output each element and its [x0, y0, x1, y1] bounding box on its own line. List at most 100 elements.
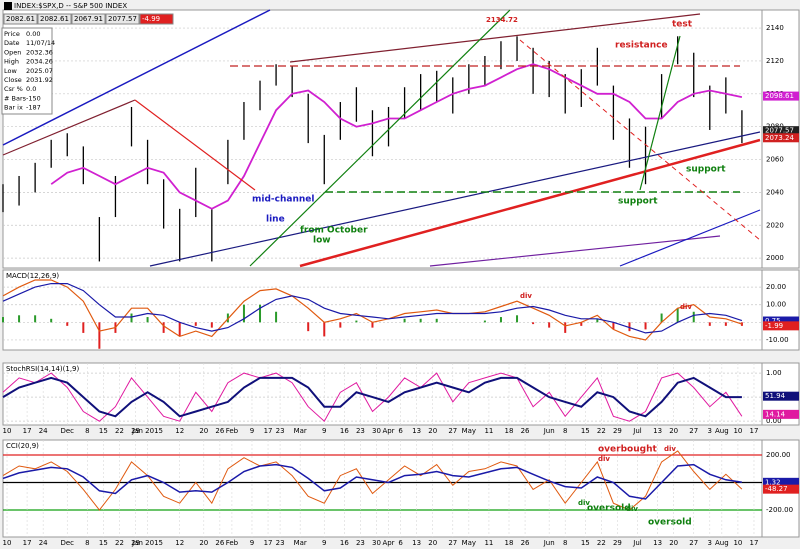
value-tag	[763, 409, 799, 419]
x-tick-label: Feb	[226, 427, 239, 435]
annotation: resistance	[615, 41, 668, 51]
histogram-bar	[644, 322, 647, 330]
x-tick-label: 15	[99, 539, 108, 547]
value-tag	[763, 391, 799, 401]
info-box: Price 0.00 Date 11/07/14 Open 2032.36 High 2034…	[1, 27, 55, 115]
info-label: High	[4, 58, 19, 66]
quote-header: 2082.61 2082.61 2067.91 2077.57 -4.99	[3, 2, 174, 25]
histogram-bar	[483, 320, 486, 323]
info-value: -187	[26, 104, 41, 112]
x-tick-label: 13	[412, 427, 421, 435]
info-value: 2025.07	[26, 67, 53, 75]
histogram-bar	[676, 308, 679, 323]
value-tag	[763, 126, 799, 136]
annotation: test	[672, 20, 693, 30]
y-tick-label: 0.00	[766, 417, 782, 425]
x-tick-label: 17	[23, 539, 32, 547]
panel: 20.0010.000.00-10.000.75-1.99MACD(12,26,…	[2, 269, 800, 351]
x-tick-label: 24	[39, 539, 48, 547]
trend-line	[134, 99, 256, 191]
value-tag	[763, 484, 799, 494]
x-tick-label: 29	[131, 539, 140, 547]
info-value: 0.00	[26, 30, 40, 38]
x-tick-label: 20	[428, 539, 437, 547]
x-tick-label: 27	[448, 539, 457, 547]
x-tick-label: 9	[322, 539, 326, 547]
y-tick-label: 2020	[766, 221, 784, 229]
x-tick-label: 17	[264, 539, 273, 547]
x-tick-label: 8	[85, 539, 89, 547]
y-tick-label: 200.00	[766, 451, 791, 459]
x-tick-label: 17	[750, 427, 759, 435]
histogram-bar	[146, 317, 149, 323]
histogram-bar	[580, 322, 583, 326]
x-tick-label: 9	[322, 427, 326, 435]
x-tick-label: 20	[669, 539, 678, 547]
trend-line	[249, 9, 511, 267]
x-tick-label: 17	[750, 539, 759, 547]
histogram-bar	[403, 318, 406, 323]
x-tick-label: 16	[340, 427, 349, 435]
histogram-bar	[499, 317, 502, 323]
x-tick-label: 26	[521, 539, 530, 547]
panel: 200020202040206020802100212021402098.612…	[2, 2, 800, 269]
value-tag-label: -48.27	[765, 485, 788, 493]
x-tick-label: Jun	[543, 539, 555, 547]
histogram-bar	[178, 322, 181, 337]
x-tick-label: 12	[175, 427, 184, 435]
x-tick-label: 30	[372, 539, 381, 547]
x-tick-label: 3	[708, 427, 712, 435]
annotation: mid-channel	[252, 195, 314, 205]
histogram-bar	[194, 322, 197, 326]
histogram-bar	[660, 313, 663, 323]
annotation: overbought	[598, 445, 657, 455]
value-tag-label: 2073.24	[765, 134, 794, 142]
x-tick-label: 23	[276, 427, 285, 435]
histogram-bar	[323, 322, 326, 337]
x-tick-label: Aug	[715, 539, 729, 547]
x-tick-label: 22	[115, 427, 124, 435]
trend-line	[149, 131, 761, 267]
x-tick-label: Apr	[382, 427, 394, 435]
x-tick-label: 13	[412, 539, 421, 547]
y-tick-label: -200.00	[766, 506, 793, 514]
x-tick-label: 6	[398, 539, 403, 547]
x-tick-label: Apr	[382, 539, 394, 547]
x-tick-label: 23	[356, 427, 365, 435]
histogram-bar	[34, 315, 37, 323]
trend-line	[2, 99, 136, 156]
value-tag-label: 2098.61	[765, 92, 794, 100]
histogram-bar	[532, 322, 535, 325]
histogram-bar	[162, 322, 165, 333]
x-tick-label: 27	[689, 539, 698, 547]
x-tick-label: 17	[264, 427, 273, 435]
trend-line	[619, 209, 761, 267]
plot-area	[2, 439, 763, 538]
quote-value: 2077.57	[108, 15, 137, 23]
value-tag	[763, 91, 799, 101]
x-tick-label: 13	[653, 539, 662, 547]
x-tick-label: 20	[669, 427, 678, 435]
info-label: # Bars	[4, 94, 27, 102]
annotation: div	[578, 499, 590, 507]
quote-value: -4.99	[142, 15, 160, 23]
x-tick-label: 23	[356, 539, 365, 547]
x-tick-label: 29	[613, 539, 622, 547]
x-tick-label: Jul	[632, 427, 642, 435]
indicator-line	[2, 376, 742, 418]
info-label: Low	[4, 67, 17, 75]
trend-line	[299, 138, 761, 268]
moving-average	[50, 63, 743, 210]
annotation: div	[520, 292, 532, 300]
annotation: div	[664, 445, 676, 453]
histogram-bar	[516, 315, 519, 323]
macd-line	[2, 279, 743, 341]
quote-box	[105, 13, 140, 25]
indicator-line	[2, 372, 743, 422]
annotations: 2134.72 test resistance mid-channel line…	[252, 16, 726, 528]
x-tick-label: 11	[484, 539, 493, 547]
x-tick-label: Jan 2015	[131, 427, 163, 435]
x-tick-label: 10	[733, 539, 742, 547]
trend-line	[429, 235, 721, 267]
indicator-line	[2, 463, 743, 500]
